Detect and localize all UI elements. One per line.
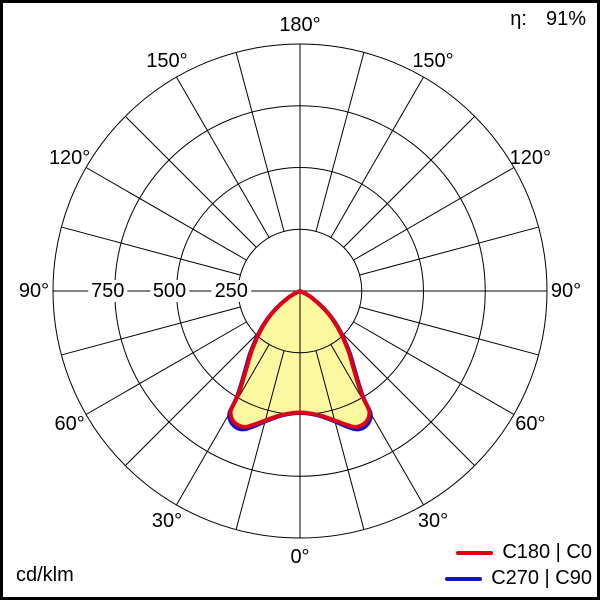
angle-tick-label: 150° (146, 49, 188, 72)
grid-spoke (359, 306, 539, 356)
radial-tick-label: 750 (88, 280, 128, 302)
grid-spoke (330, 76, 424, 238)
grid-spoke (330, 344, 424, 506)
grid-spoke (235, 52, 285, 232)
angle-tick-label: 90° (550, 280, 582, 302)
efficiency-readout: η: 91% (510, 8, 586, 31)
angle-tick-label: 30° (417, 510, 449, 533)
grid-spoke (124, 115, 257, 248)
grid-spoke (85, 321, 247, 415)
legend-item-c0: C180 | C0 (456, 541, 592, 564)
angle-tick-label: 120° (509, 147, 552, 169)
legend: C180 | C0 C270 | C90 (445, 541, 592, 590)
legend-label-c0: C180 | C0 (502, 541, 592, 563)
radial-tick-label: 250 (211, 280, 251, 302)
grid-spoke (124, 334, 257, 467)
grid-spoke (315, 350, 365, 530)
grid-spoke (353, 321, 515, 415)
eta-symbol: η: (510, 8, 527, 30)
grid-spoke (85, 167, 247, 261)
c270-c90-line-swatch (445, 576, 483, 581)
grid-spoke (315, 52, 365, 232)
angle-tick-label: 180° (279, 14, 321, 36)
eta-value: 91% (545, 8, 586, 30)
angle-tick-label: 90° (18, 280, 50, 302)
angle-tick-label: 60° (515, 413, 546, 435)
angle-tick-label: 60° (54, 413, 85, 435)
angle-tick-label: 30° (151, 510, 183, 533)
grid-spoke (235, 350, 285, 530)
legend-label-c90: C270 | C90 (491, 567, 592, 589)
grid-spoke (61, 306, 241, 356)
grid-spoke (359, 226, 539, 276)
polar-chart (52, 43, 548, 539)
grid-spoke (343, 115, 476, 248)
angle-tick-label: 0° (290, 546, 310, 568)
radial-tick-label: 500 (149, 280, 190, 302)
grid-spoke (176, 344, 270, 506)
grid-spoke (176, 76, 270, 238)
c180-c0-line-swatch (456, 550, 494, 555)
grid-spoke (353, 167, 515, 261)
unit-label: cd/klm (16, 564, 74, 586)
grid-spoke (343, 334, 476, 467)
legend-item-c90: C270 | C90 (445, 567, 592, 590)
angle-tick-label: 150° (412, 49, 454, 72)
intensity-curve-c180-c0 (228, 289, 372, 430)
angle-tick-label: 120° (48, 147, 91, 169)
grid-spoke (61, 226, 241, 276)
